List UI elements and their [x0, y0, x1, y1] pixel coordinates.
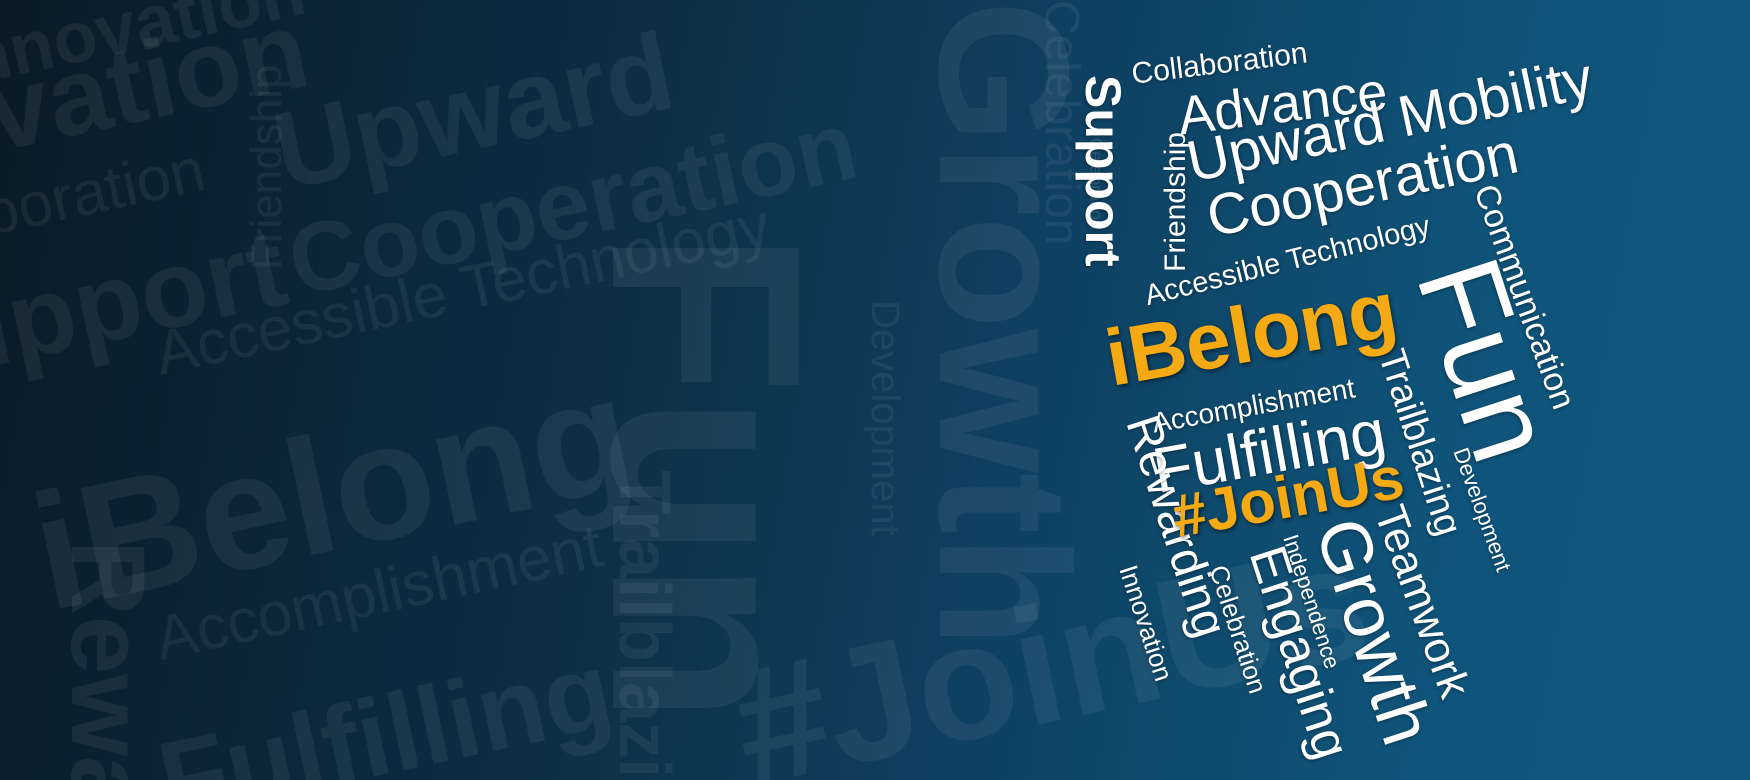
- ghost-word-rewarding: Rewarding: [49, 540, 166, 780]
- word-celebration-top: Celebration: [1086, 138, 1106, 231]
- ghost-word-development: Development: [863, 300, 907, 536]
- ghost-word-trailblazing: Trailblazing: [604, 470, 684, 780]
